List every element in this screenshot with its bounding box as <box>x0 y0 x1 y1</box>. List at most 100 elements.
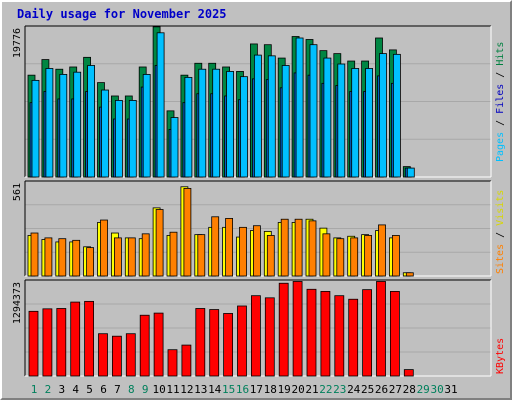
bar-kbytes <box>56 308 67 377</box>
legend-files: Files <box>495 84 506 114</box>
day-label: 18 <box>264 383 277 396</box>
bar-sites <box>155 209 164 277</box>
bar-sites <box>141 233 150 277</box>
legend-panel-1: Sites / Visits <box>495 190 506 274</box>
day-label: 16 <box>236 383 249 396</box>
bar-kbytes <box>320 291 331 377</box>
bar-pages <box>198 68 207 178</box>
bar-pages <box>101 89 109 178</box>
bar-sites <box>211 216 220 277</box>
ymax-label: 19776 <box>12 28 23 58</box>
day-label: 13 <box>194 383 207 396</box>
bar-pages <box>392 53 401 178</box>
bar-sites <box>114 237 122 277</box>
day-label: 26 <box>375 383 388 396</box>
bar-pages <box>295 37 304 178</box>
bar-pages <box>365 68 374 178</box>
bar-pages <box>45 68 54 178</box>
day-label: 17 <box>250 383 263 396</box>
day-label: 25 <box>361 383 374 396</box>
bar-sites <box>169 231 178 277</box>
bar-pages <box>406 167 415 178</box>
bar-pages <box>309 44 318 178</box>
bar-pages <box>142 74 151 178</box>
bar-kbytes <box>306 288 317 377</box>
bar-sites <box>197 234 206 277</box>
bar-pages <box>128 100 137 178</box>
day-label: 2 <box>45 383 52 396</box>
bar-pages <box>281 65 290 178</box>
bar-kbytes <box>28 310 39 377</box>
bar-pages <box>323 57 332 178</box>
ymax-label: 561 <box>12 183 23 201</box>
bar-kbytes <box>167 349 178 377</box>
day-label: 21 <box>305 383 318 396</box>
day-label: 30 <box>430 383 443 396</box>
bar-kbytes <box>209 309 220 377</box>
bar-sites <box>391 235 400 277</box>
day-label: 4 <box>72 383 79 396</box>
bar-pages <box>115 100 123 178</box>
bar-sites <box>72 239 81 277</box>
bar-kbytes <box>223 313 234 377</box>
day-label: 14 <box>208 383 222 396</box>
bar-kbytes <box>389 291 400 377</box>
day-label: 8 <box>128 383 135 396</box>
bar-sites <box>30 232 39 277</box>
bar-sites <box>183 188 192 277</box>
bar-kbytes <box>112 335 122 377</box>
bar-sites <box>378 224 386 277</box>
bar-pages <box>379 53 387 178</box>
bar-kbytes <box>334 295 345 377</box>
day-label: 7 <box>114 383 121 396</box>
day-label: 11 <box>166 383 179 396</box>
bar-pages <box>267 55 276 178</box>
bar-kbytes <box>139 314 150 377</box>
bar-kbytes <box>292 281 303 377</box>
legend-panel-2: KBytes <box>495 338 506 374</box>
bar-kbytes <box>125 333 136 377</box>
legend-visits: Visits <box>495 190 506 226</box>
legend-hits: Hits <box>495 42 506 66</box>
bar-kbytes <box>403 369 414 377</box>
bar-kbytes <box>250 295 261 377</box>
bar-sites <box>86 247 94 277</box>
bar-sites <box>266 235 275 277</box>
bar-sites <box>405 272 414 277</box>
bar-kbytes <box>362 289 373 377</box>
bar-sites <box>100 219 108 277</box>
bar-pages <box>59 74 68 178</box>
day-label: 19 <box>278 383 291 396</box>
day-label: 31 <box>444 383 457 396</box>
bar-sites <box>280 218 289 277</box>
day-label: 9 <box>142 383 149 396</box>
bar-kbytes <box>42 308 53 377</box>
bar-sites <box>336 238 345 277</box>
ymax-label: 1294373 <box>12 282 23 324</box>
bar-sites <box>58 238 67 277</box>
day-label: 10 <box>152 383 165 396</box>
legend-pages: Pages <box>495 132 506 162</box>
bar-sites <box>350 237 359 277</box>
bar-sites <box>252 225 261 277</box>
day-label: 24 <box>347 383 361 396</box>
bar-sites <box>225 218 234 277</box>
bar-sites <box>44 237 53 277</box>
bar-kbytes <box>195 308 206 377</box>
day-label: 20 <box>291 383 304 396</box>
day-label: 23 <box>333 383 346 396</box>
bar-pages <box>226 71 235 178</box>
legend-panel-0: Pages / Files / Hits <box>495 42 506 162</box>
bar-pages <box>351 68 360 178</box>
day-label: 6 <box>100 383 107 396</box>
bar-kbytes <box>278 282 289 377</box>
bar-pages <box>156 32 165 178</box>
bar-sites <box>239 226 247 277</box>
bar-sites <box>127 237 136 277</box>
day-label: 29 <box>417 383 430 396</box>
bar-pages <box>253 54 262 178</box>
bar-pages <box>212 68 221 178</box>
legend-kbytes: KBytes <box>495 338 506 374</box>
bar-kbytes <box>181 344 192 377</box>
